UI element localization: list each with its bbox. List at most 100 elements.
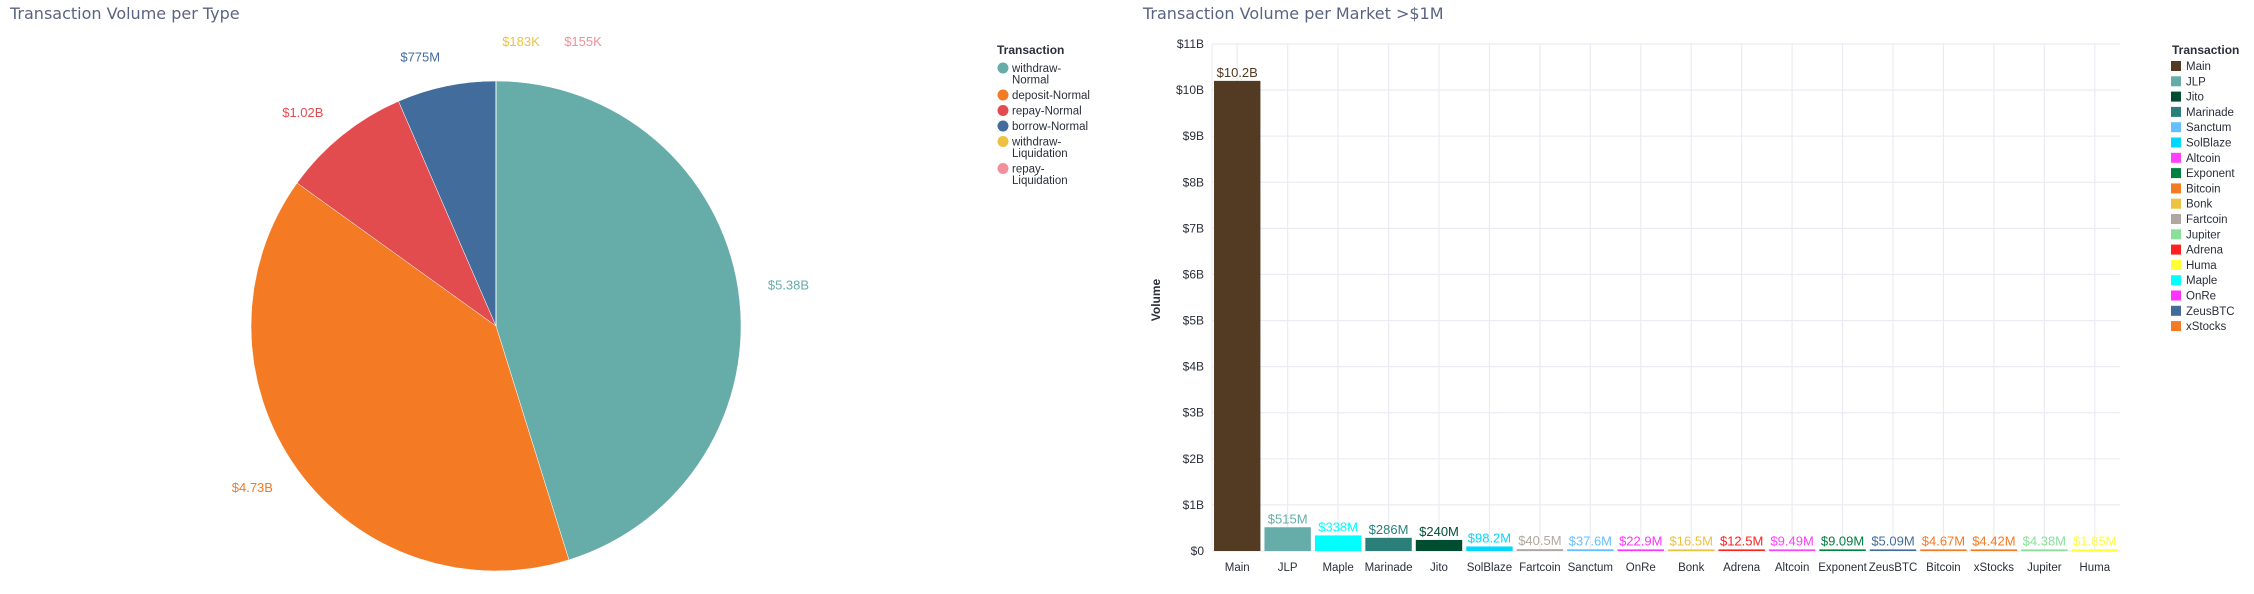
- legend-swatch-icon: [2171, 168, 2181, 179]
- bar-Adrena[interactable]: [1718, 549, 1765, 551]
- y-tick-label: $5B: [1183, 314, 1204, 328]
- legend-swatch-icon: [2171, 244, 2181, 255]
- y-tick-label: $0: [1191, 544, 1205, 558]
- legend-swatch-icon: [2171, 76, 2181, 87]
- legend-swatch-icon: [2171, 122, 2181, 133]
- x-tick-label: Marinade: [1365, 562, 1413, 574]
- bar-Sanctum[interactable]: [1567, 549, 1614, 551]
- pie-legend-item-withdraw-Liquidation[interactable]: withdraw-: [1011, 137, 1061, 149]
- bar-legend: Transaction Main JLP Jito Marinade Sanctum So…: [2171, 43, 2239, 333]
- bar-OnRe[interactable]: [1617, 549, 1664, 551]
- bar-Marinade[interactable]: [1365, 537, 1412, 551]
- pie-slice-withdraw-Normal[interactable]: [495, 80, 742, 561]
- pie-data-label: $1.02B: [282, 105, 323, 120]
- y-tick-label: $7B: [1183, 221, 1204, 235]
- pie-slice-deposit-Normal[interactable]: [250, 182, 570, 572]
- legend-marker-icon: [997, 163, 1009, 174]
- pie-legend-title: Transaction: [997, 43, 1064, 57]
- bar-Altcoin[interactable]: [1768, 549, 1816, 551]
- pie-legend-item-repay-Liquidation[interactable]: repay-: [1012, 164, 1045, 176]
- legend-swatch-icon: [2171, 198, 2181, 209]
- bar-legend-item-Altcoin[interactable]: Altcoin: [2186, 153, 2221, 165]
- bar-legend-item-Sanctum[interactable]: Sanctum: [2186, 122, 2231, 134]
- legend-swatch-icon: [2171, 214, 2181, 224]
- bar-Huma[interactable]: [2071, 549, 2118, 551]
- bar-legend-item-Bitcoin[interactable]: Bitcoin: [2186, 183, 2221, 195]
- legend-marker-icon: [997, 62, 1009, 74]
- y-tick-label: $1B: [1183, 498, 1204, 512]
- bar-data-label: $98.2M: [1468, 530, 1511, 545]
- bar-legend-item-Fartcoin[interactable]: Fartcoin: [2186, 214, 2228, 226]
- bar-data-label: $9.09M: [1821, 533, 1864, 548]
- legend-swatch-icon: [2171, 275, 2181, 286]
- bar-legend-item-Exponent[interactable]: Exponent: [2186, 168, 2235, 180]
- bar-Bonk[interactable]: [1668, 549, 1715, 551]
- pie-legend-item-withdraw-Normal[interactable]: Normal: [1012, 75, 1049, 87]
- bar-data-label: $12.5M: [1720, 533, 1763, 548]
- bar-legend-item-xStocks[interactable]: xStocks: [2186, 321, 2227, 333]
- pie-data-label: $5.38B: [768, 278, 809, 293]
- pie-legend-item-withdraw-Liquidation[interactable]: Liquidation: [1012, 148, 1068, 160]
- bar-legend-item-Main[interactable]: Main: [2186, 61, 2211, 73]
- bar-Jito[interactable]: [1415, 539, 1463, 551]
- pie-legend-item-borrow-Normal[interactable]: borrow-Normal: [1012, 121, 1088, 133]
- bar-legend-item-Adrena[interactable]: Adrena: [2186, 245, 2224, 257]
- pie-data-label: $775M: [400, 50, 440, 65]
- pie-legend-item-withdraw-Normal[interactable]: withdraw-: [1011, 63, 1061, 75]
- bar-Maple[interactable]: [1314, 535, 1362, 551]
- pie-legend-item-deposit-Normal[interactable]: deposit-Normal: [1012, 90, 1090, 102]
- bar-data-label: $16.5M: [1670, 533, 1713, 548]
- bar-legend-item-OnRe[interactable]: OnRe: [2186, 291, 2216, 303]
- bar-legend-item-Maple[interactable]: Maple: [2186, 275, 2217, 287]
- bar-data-label: $4.67M: [1922, 533, 1965, 548]
- pie-legend-item-repay-Normal[interactable]: repay-Normal: [1012, 106, 1082, 118]
- bar-ZeusBTC[interactable]: [1869, 549, 1917, 551]
- bar-legend-item-Huma[interactable]: Huma: [2186, 260, 2217, 272]
- bar-data-label: $515M: [1268, 511, 1308, 526]
- bar-data-label: $22.9M: [1619, 533, 1662, 548]
- bar-data-label: $40.5M: [1518, 533, 1561, 548]
- pie-legend-item-repay-Liquidation[interactable]: Liquidation: [1012, 175, 1068, 187]
- bar-data-label: $37.6M: [1569, 533, 1612, 548]
- x-tick-label: Jito: [1430, 562, 1448, 574]
- bar-legend-item-Jupiter[interactable]: Jupiter: [2186, 229, 2221, 241]
- bar-Jupiter[interactable]: [2021, 549, 2068, 551]
- x-tick-label: Adrena: [1723, 562, 1761, 574]
- y-tick-label: $9B: [1183, 129, 1204, 143]
- x-tick-label: Huma: [2079, 562, 2110, 574]
- x-tick-label: SolBlaze: [1467, 562, 1512, 574]
- bar-legend-item-SolBlaze[interactable]: SolBlaze: [2186, 138, 2231, 150]
- pie-slice-repay-Normal[interactable]: [296, 100, 497, 327]
- legend-swatch-icon: [2171, 290, 2181, 301]
- bar-data-label: $240M: [1419, 524, 1459, 539]
- bar-SolBlaze[interactable]: [1466, 546, 1513, 551]
- pie-data-label: $183K: [502, 34, 540, 49]
- x-tick-label: Exponent: [1818, 562, 1867, 574]
- bar-data-label: $10.2B: [1217, 65, 1258, 80]
- bar-legend-item-Marinade[interactable]: Marinade: [2186, 107, 2234, 119]
- x-tick-label: JLP: [1278, 562, 1298, 574]
- legend-swatch-icon: [2171, 91, 2181, 102]
- bar-JLP[interactable]: [1264, 527, 1311, 551]
- bar-legend-item-Bonk[interactable]: Bonk: [2186, 199, 2212, 211]
- x-tick-label: Altcoin: [1775, 562, 1810, 574]
- bar-Exponent[interactable]: [1819, 549, 1866, 551]
- bar-data-label: $4.38M: [2023, 533, 2066, 548]
- bar-data-label: $9.49M: [1770, 533, 1813, 548]
- pie-data-label: $155K: [564, 34, 602, 49]
- y-tick-label: $4B: [1183, 360, 1204, 374]
- x-tick-label: Sanctum: [1568, 562, 1613, 574]
- bar-xStocks[interactable]: [1970, 549, 2018, 551]
- bar-legend-item-JLP[interactable]: JLP: [2186, 76, 2206, 88]
- bar-Main[interactable]: [1214, 80, 1261, 551]
- bar-legend-item-ZeusBTC[interactable]: ZeusBTC: [2186, 306, 2235, 318]
- legend-marker-icon: [997, 105, 1009, 116]
- x-tick-label: ZeusBTC: [1869, 562, 1918, 574]
- bar-chart: $10.2B Main $515M JLP $338M Maple $286M Marinad…: [1214, 65, 2118, 574]
- bar-Bitcoin[interactable]: [1920, 549, 1967, 551]
- bar-legend-item-Jito[interactable]: Jito: [2186, 92, 2204, 104]
- bar-Fartcoin[interactable]: [1516, 549, 1564, 551]
- bar-chart-title: Transaction Volume per Market >$1M: [1142, 4, 1444, 23]
- legend-swatch-icon: [2171, 183, 2181, 194]
